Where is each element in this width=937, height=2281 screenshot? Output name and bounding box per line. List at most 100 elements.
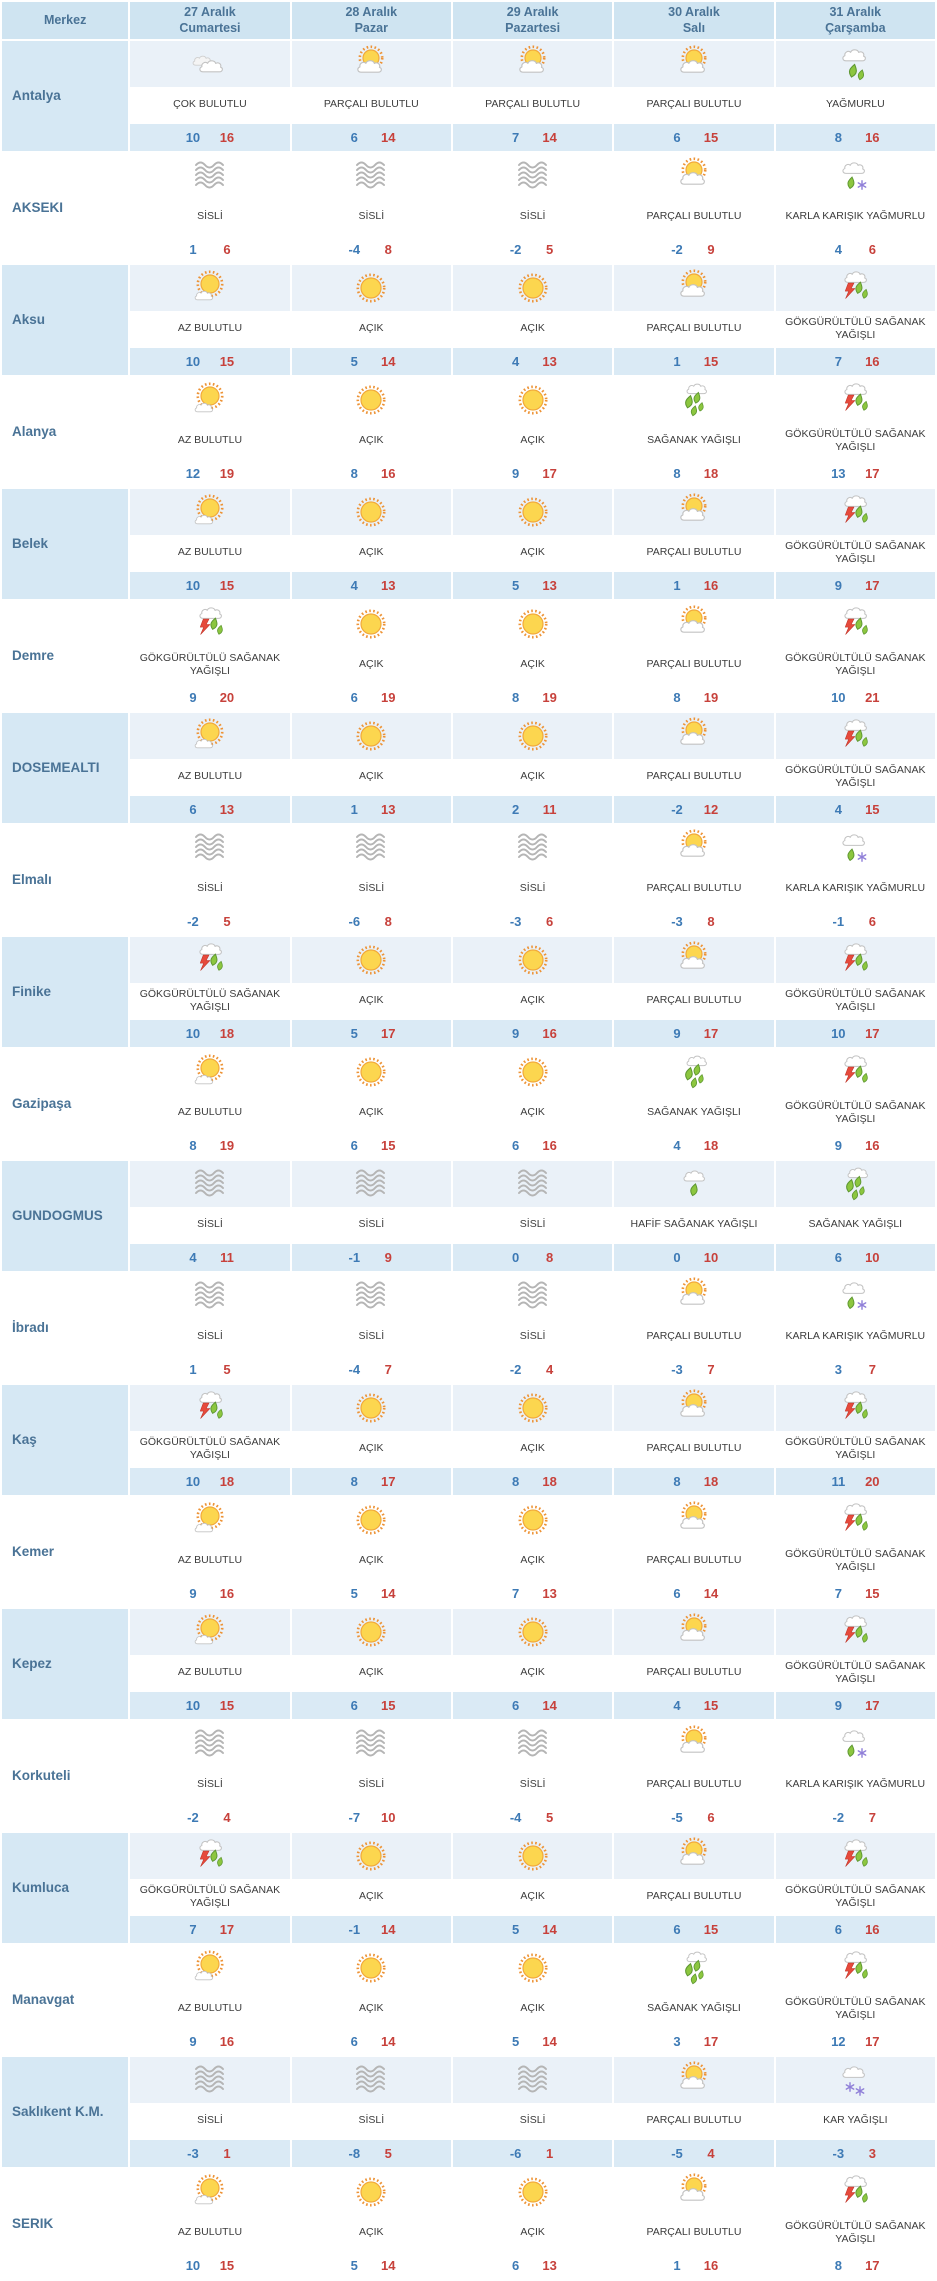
condition-text: SİSLİ [130, 200, 290, 234]
min-temp: 3 [673, 2033, 681, 2049]
max-temp: 15 [219, 2257, 235, 2273]
max-temp: 17 [381, 1473, 396, 1489]
weather-icon-sunny [454, 716, 611, 756]
weather-icon-fog [293, 1164, 450, 1204]
forecast-cell [614, 1272, 774, 1319]
weather-icon-sunny [293, 1052, 450, 1092]
temperature-cell: 3 17 [614, 2027, 774, 2055]
max-temp: 16 [219, 1585, 235, 1601]
forecast-cell [291, 40, 451, 87]
table-row: Kumluca [2, 1832, 935, 1943]
condition-text: SAĞANAK YAĞIŞLI [775, 1208, 935, 1242]
temperature-cell: 10 15 [130, 2251, 290, 2279]
min-temp: 12 [831, 2033, 846, 2049]
temperature-cell: 10 18 [130, 1019, 290, 1047]
max-temp: 17 [703, 1025, 719, 1041]
header-merkez: Merkez [2, 2, 129, 39]
condition-text: AÇIK [291, 2216, 451, 2250]
condition-text: AZ BULUTLU [130, 312, 290, 346]
temperature-cell: 10 15 [130, 347, 290, 375]
temperature-cell: 9 16 [775, 1131, 935, 1159]
max-temp: 17 [219, 1921, 235, 1937]
weather-icon-fog [454, 828, 611, 868]
min-temp: -1 [832, 913, 845, 929]
forecast-cell [130, 2056, 290, 2103]
min-temp: 9 [834, 577, 842, 593]
condition-text: PARÇALI BULUTLU [614, 984, 774, 1018]
city-label: Kemer [2, 1496, 129, 1607]
weather-icon-mostly-sunny [131, 1948, 288, 1988]
temperature-cell: 5 14 [452, 1915, 613, 1943]
min-temp: 9 [512, 465, 520, 481]
min-temp: 5 [350, 1585, 358, 1601]
temperature-cell: 6 13 [452, 2251, 613, 2279]
weather-icon-partly-cloudy [615, 2172, 772, 2212]
header-day: 31 Aralık Çarşamba [775, 2, 935, 39]
temperature-cell: 8 19 [130, 1131, 290, 1159]
min-temp: 13 [831, 465, 846, 481]
weather-icon-partly-cloudy [615, 2060, 772, 2100]
city-label: İbradı [2, 1272, 129, 1383]
max-temp: 8 [384, 913, 392, 929]
forecast-cell [291, 1944, 451, 1991]
forecast-cell [291, 1272, 451, 1319]
forecast-cell [130, 600, 290, 647]
forecast-cell [452, 488, 613, 535]
max-temp: 14 [381, 1921, 396, 1937]
table-row: Korkuteli [2, 1720, 935, 1831]
max-temp: 18 [219, 1473, 235, 1489]
forecast-cell [614, 2056, 774, 2103]
condition-text: AZ BULUTLU [130, 1992, 290, 2026]
max-temp: 13 [381, 577, 396, 593]
weather-icon-mostly-sunny [131, 380, 288, 420]
condition-text: GÖKGÜRÜLTÜLÜ SAĞANAK YAĞIŞLI [775, 424, 935, 458]
condition-text: SİSLİ [452, 1320, 613, 1354]
max-temp: 16 [381, 465, 396, 481]
min-temp: 3 [834, 1361, 842, 1377]
temperature-cell: -2 12 [614, 795, 774, 823]
condition-text: SAĞANAK YAĞIŞLI [614, 424, 774, 458]
weather-icon-fog [131, 1724, 288, 1764]
forecast-cell [452, 824, 613, 871]
max-temp: 17 [865, 577, 880, 593]
city-label: Manavgat [2, 1944, 129, 2055]
weather-icon-thunderstorm [777, 940, 934, 980]
temperature-cell: -2 5 [452, 235, 613, 263]
condition-text: AZ BULUTLU [130, 1096, 290, 1130]
city-label: Antalya [2, 40, 129, 151]
condition-text: GÖKGÜRÜLTÜLÜ SAĞANAK YAĞIŞLI [130, 984, 290, 1018]
min-temp: 6 [350, 1697, 358, 1713]
temperature-cell: 9 16 [452, 1019, 613, 1047]
weather-icon-partly-cloudy [615, 1500, 772, 1540]
min-temp: -3 [832, 2145, 845, 2161]
weather-icon-sunny [293, 940, 450, 980]
condition-text: AÇIK [291, 1880, 451, 1914]
forecast-cell [775, 376, 935, 423]
max-temp: 13 [542, 2257, 557, 2273]
forecast-cell [291, 488, 451, 535]
weather-icon-mostly-sunny [131, 716, 288, 756]
max-temp: 16 [542, 1025, 557, 1041]
min-temp: -4 [348, 1361, 361, 1377]
header-day-name: Pazartesi [505, 21, 561, 36]
min-temp: 10 [831, 689, 846, 705]
city-label: Gazipaşa [2, 1048, 129, 1159]
forecast-cell [130, 1496, 290, 1543]
temperature-cell: 8 17 [775, 2251, 935, 2279]
temperature-cell: 4 11 [130, 1243, 290, 1271]
condition-text: AÇIK [452, 648, 613, 682]
max-temp: 19 [219, 1137, 235, 1153]
temperature-cell: 6 13 [130, 795, 290, 823]
max-temp: 15 [865, 1585, 880, 1601]
min-temp: -2 [832, 1809, 845, 1825]
forecast-cell [291, 600, 451, 647]
forecast-cell [775, 40, 935, 87]
temperature-cell: -1 14 [291, 1915, 451, 1943]
temperature-cell: 8 17 [291, 1467, 451, 1495]
forecast-cell [775, 2056, 935, 2103]
max-temp: 18 [703, 465, 719, 481]
min-temp: 8 [350, 1473, 358, 1489]
forecast-cell [775, 152, 935, 199]
forecast-cell [614, 2168, 774, 2215]
